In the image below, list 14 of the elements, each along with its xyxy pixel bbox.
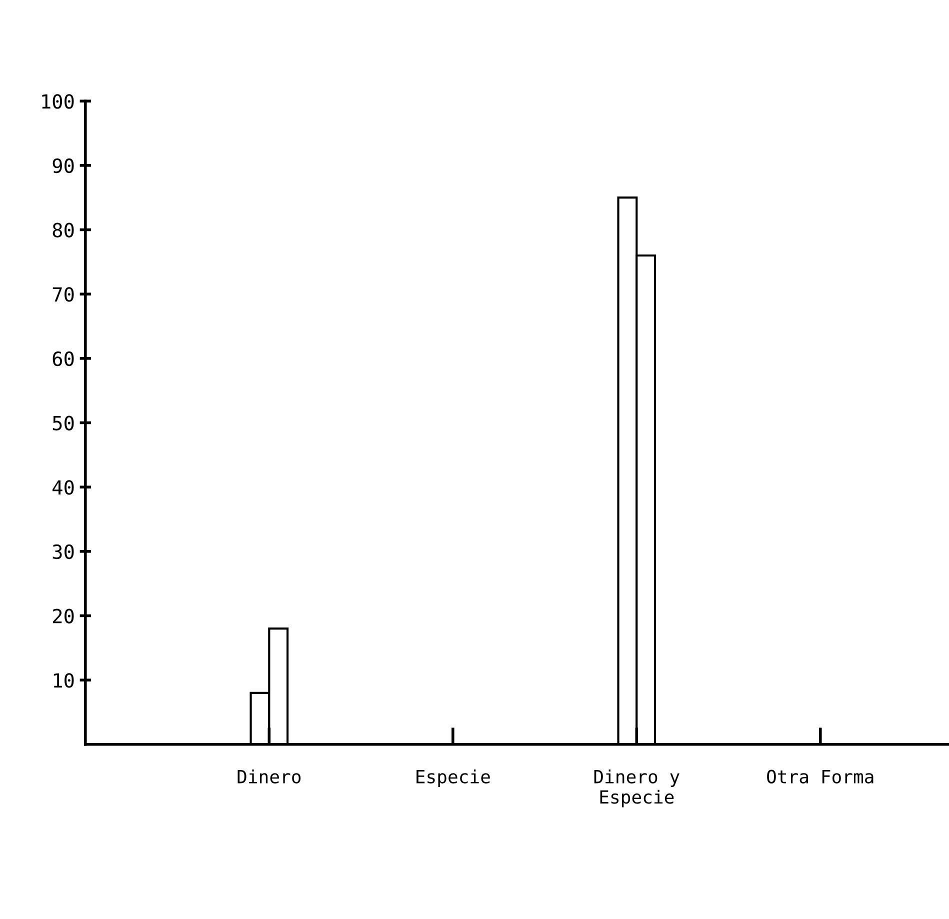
y-tick-label: 80 [52, 222, 74, 238]
y-tick-label: 70 [52, 287, 74, 302]
y-tick-label: 10 [54, 673, 74, 688]
x-tick-label: Especie [416, 769, 490, 787]
y-tick-label: 50 [52, 416, 74, 430]
y-tick-label: 40 [52, 480, 74, 495]
y-tick-label: 30 [52, 544, 74, 560]
y-tick-label: 90 [52, 158, 74, 174]
y-tick-label: 60 [52, 351, 74, 366]
y-tick-label: 20 [53, 608, 74, 624]
x-tick-label: Otra Forma [767, 770, 874, 784]
y-tick-label: 100 [42, 94, 74, 109]
x-tick-label: Dinero [238, 769, 301, 784]
x-tick-label: Dinero y Especie [594, 769, 680, 808]
